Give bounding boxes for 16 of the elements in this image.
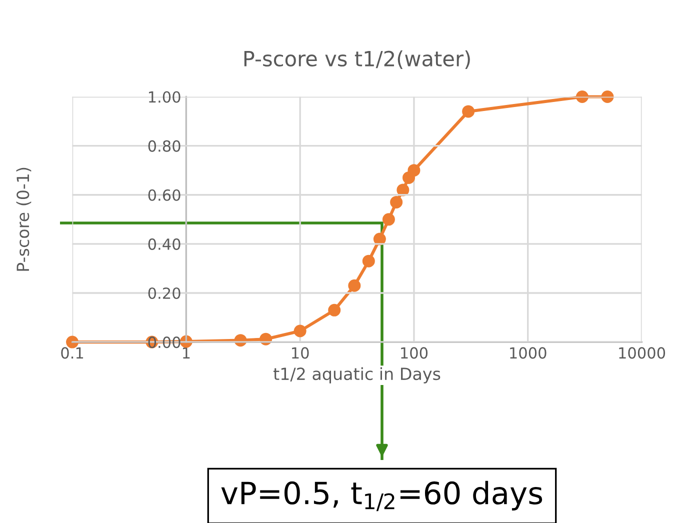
x-axis-title: t1/2 aquatic in Days (274, 367, 440, 384)
y-tick-label: 0.40 (148, 238, 180, 250)
x-tick-label: 1000 (510, 347, 546, 359)
x-tick-label: 0.1 (61, 347, 84, 359)
x-tick-label: 10000 (619, 347, 666, 359)
x-tick-label: 1 (183, 347, 190, 359)
x-tick-label: 100 (401, 347, 428, 359)
x-tick-label: 10 (292, 347, 309, 359)
text: vP=0.5, t$_{1/2}$=60 days (221, 480, 542, 512)
y-tick-label: 0.00 (148, 336, 180, 348)
y-tick-label: 1.00 (148, 91, 180, 103)
y-tick-label: 0.20 (148, 287, 180, 300)
y-tick-label: 0.60 (148, 189, 180, 201)
chart-title: P-score vs t1/2(water) (244, 50, 470, 69)
y-axis-title: P-score (0-1) (16, 168, 32, 271)
y-tick-label: 0.80 (148, 140, 180, 152)
